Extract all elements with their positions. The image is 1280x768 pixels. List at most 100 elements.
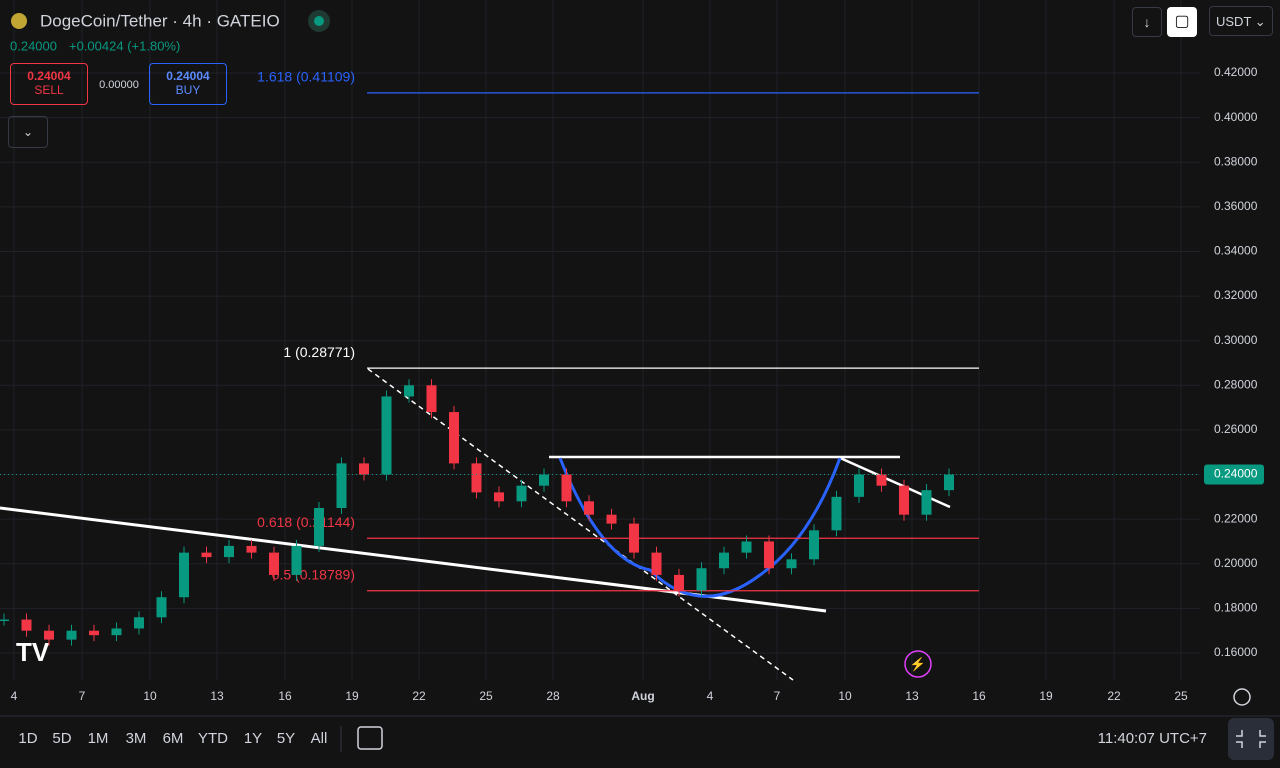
candle	[449, 412, 459, 464]
sell-button[interactable]: 0.24004 SELL	[10, 63, 88, 105]
candle	[269, 552, 279, 575]
logo: TV	[16, 637, 50, 667]
range-button[interactable]: All	[311, 730, 328, 747]
buy-price: 0.24004	[166, 69, 210, 83]
coin-icon	[11, 13, 27, 29]
price-tick-label: 0.28000	[1214, 377, 1258, 391]
candle	[89, 630, 99, 636]
symbol: DogeCoin/Tether · 4h · GATEIO	[40, 11, 280, 30]
range-button[interactable]: 1M	[88, 730, 109, 747]
candle	[471, 463, 482, 493]
date-label: 19	[345, 689, 359, 703]
download-button[interactable]: ↓	[1132, 7, 1162, 37]
date-label: 16	[278, 689, 292, 703]
price-tick-label: 0.34000	[1214, 244, 1258, 258]
range-button[interactable]: YTD	[198, 730, 228, 747]
date-label: 16	[972, 689, 986, 703]
date-label: 4	[707, 689, 714, 703]
candle	[606, 514, 617, 524]
fib-label: 1 (0.28771)	[283, 344, 355, 360]
range-button[interactable]: 5D	[52, 730, 71, 747]
candle	[876, 474, 887, 486]
screen-button[interactable]: ▢	[1167, 7, 1197, 37]
date-label: 13	[210, 689, 224, 703]
price-tick-label: 0.18000	[1214, 601, 1258, 615]
candle	[516, 485, 527, 502]
sell-label: SELL	[34, 83, 64, 97]
candle	[809, 530, 819, 560]
price-tick-label: 0.22000	[1214, 511, 1258, 525]
currency: USDT	[1216, 14, 1252, 29]
date-label: 22	[412, 689, 426, 703]
price-tick-label: 0.20000	[1214, 556, 1258, 570]
date-label: 4	[11, 689, 18, 703]
candle	[854, 474, 864, 497]
buy-button[interactable]: 0.24004 BUY	[149, 63, 227, 105]
currency-select[interactable]: USDT ⌄	[1209, 6, 1273, 36]
candle	[899, 485, 909, 515]
candle	[921, 490, 932, 515]
candle	[156, 597, 167, 618]
spread: 0.00000	[99, 79, 139, 91]
candle	[539, 474, 549, 486]
range-button[interactable]: 1Y	[244, 730, 262, 747]
fullscreen-icon	[1236, 730, 1266, 748]
last-price: 0.24000	[10, 38, 57, 53]
price-tick-label: 0.42000	[1214, 65, 1258, 79]
candle	[179, 552, 189, 598]
candle	[21, 619, 32, 631]
date-label: 28	[546, 689, 560, 703]
range-button[interactable]: 3M	[126, 730, 147, 747]
fib-label: 0.5 (0.18789)	[272, 566, 355, 582]
candle	[651, 552, 662, 575]
clock: 11:40:07 UTC+7	[1098, 730, 1207, 747]
price-tick-label: 0.38000	[1214, 154, 1258, 168]
compare-icon[interactable]	[357, 726, 383, 750]
alert-icon[interactable]: ⚡	[910, 656, 926, 672]
candle	[291, 545, 302, 575]
date-label: 7	[774, 689, 781, 703]
candle	[831, 496, 842, 531]
date-label: 13	[905, 689, 919, 703]
candle	[944, 474, 954, 491]
candle	[584, 501, 594, 515]
range-button[interactable]: 1D	[18, 730, 37, 747]
candle	[336, 463, 347, 508]
candle	[66, 630, 77, 640]
candle	[426, 385, 437, 413]
candle	[719, 552, 729, 569]
price-tick-label: 0.26000	[1214, 422, 1258, 436]
candle	[494, 492, 504, 502]
candle	[201, 552, 212, 558]
range-button[interactable]: 6M	[163, 730, 184, 747]
settings-icon[interactable]	[1233, 688, 1251, 706]
collapse-button[interactable]: ⌄	[8, 116, 48, 148]
alert-icon[interactable]	[904, 650, 932, 678]
price-tag-label: 0.24000	[1214, 467, 1258, 481]
candle	[246, 545, 257, 553]
footer-bg	[0, 716, 1280, 768]
candle	[224, 545, 234, 558]
date-label: 10	[143, 689, 157, 703]
date-label: 22	[1107, 689, 1121, 703]
candle	[0, 619, 9, 622]
range-button[interactable]: 5Y	[277, 730, 295, 747]
status	[314, 16, 324, 26]
candle	[629, 523, 639, 553]
candle	[764, 541, 774, 569]
fib-label: 1.618 (0.41109)	[257, 69, 355, 85]
date-label: 25	[479, 689, 493, 703]
candle	[111, 628, 122, 636]
date-label: Aug	[631, 689, 654, 703]
fullscreen-button[interactable]	[1228, 718, 1274, 760]
date-label: 7	[79, 689, 86, 703]
candle	[696, 568, 707, 591]
buy-label: BUY	[175, 83, 201, 97]
candle	[44, 630, 54, 640]
price-tick-label: 0.16000	[1214, 645, 1258, 659]
candle	[741, 541, 752, 553]
candle	[786, 559, 797, 569]
date-label: 19	[1039, 689, 1053, 703]
cup-curve	[558, 457, 842, 598]
price-tick-label: 0.40000	[1214, 110, 1258, 124]
